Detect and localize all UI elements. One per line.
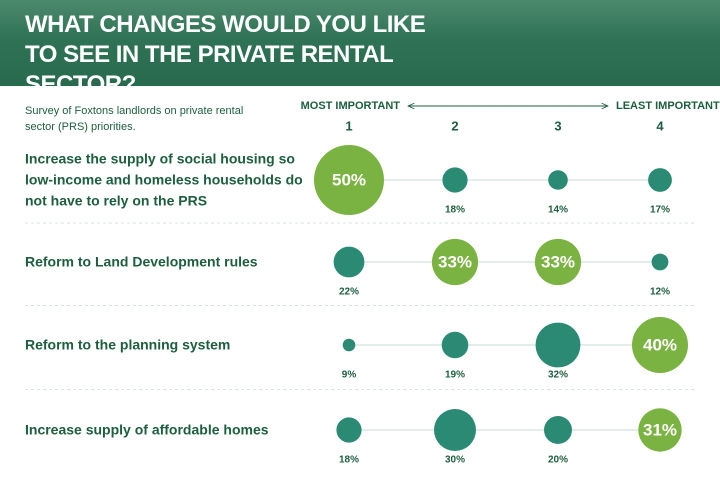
value-label: 20%	[548, 455, 568, 466]
value-label: 22%	[339, 287, 359, 298]
category-label: Reform to Land Development rules	[25, 253, 258, 270]
value-label: 30%	[445, 455, 465, 466]
value-label: 12%	[650, 287, 670, 298]
bubble	[442, 167, 468, 193]
bubble	[336, 417, 362, 443]
bubble	[434, 409, 476, 451]
chart-subtitle: Survey of Foxtons landlords on private r…	[25, 105, 244, 133]
scale-end-label: LEAST IMPORTANT	[616, 100, 720, 112]
bubble	[548, 170, 568, 190]
bubble	[544, 416, 572, 444]
bubble	[441, 331, 469, 359]
column-header: 2	[451, 118, 458, 133]
value-label: 50%	[332, 170, 366, 189]
category-label: Increase the supply of social housing so…	[25, 150, 303, 209]
value-label: 40%	[643, 335, 677, 354]
bubble	[651, 253, 669, 271]
category-label: Increase supply of affordable homes	[25, 421, 269, 438]
value-label: 31%	[643, 420, 677, 439]
chart-title: WHAT CHANGES WOULD YOU LIKE TO SEE IN TH…	[25, 11, 426, 98]
bubble	[638, 408, 682, 452]
bubble	[314, 145, 384, 215]
bubble	[632, 317, 688, 373]
category-label: Reform to the planning system	[25, 336, 231, 353]
value-label: 18%	[339, 455, 359, 466]
value-label: 14%	[548, 205, 568, 216]
value-label: 19%	[445, 370, 465, 381]
bubble	[648, 168, 672, 192]
bubble	[342, 338, 356, 352]
value-label: 32%	[548, 370, 568, 381]
value-label: 33%	[438, 252, 472, 271]
bubble	[431, 238, 479, 286]
bubble	[534, 238, 582, 286]
value-label: 33%	[541, 252, 575, 271]
header: WHAT CHANGES WOULD YOU LIKE TO SEE IN TH…	[0, 0, 720, 98]
value-label: 9%	[342, 370, 357, 381]
value-label: 18%	[445, 205, 465, 216]
column-header: 4	[656, 118, 664, 133]
column-header: 3	[554, 118, 561, 133]
column-header: 1	[345, 118, 352, 133]
bubble	[333, 246, 365, 278]
value-label: 17%	[650, 205, 670, 216]
bubble	[535, 322, 581, 368]
scale-start-label: MOST IMPORTANT	[301, 100, 401, 112]
